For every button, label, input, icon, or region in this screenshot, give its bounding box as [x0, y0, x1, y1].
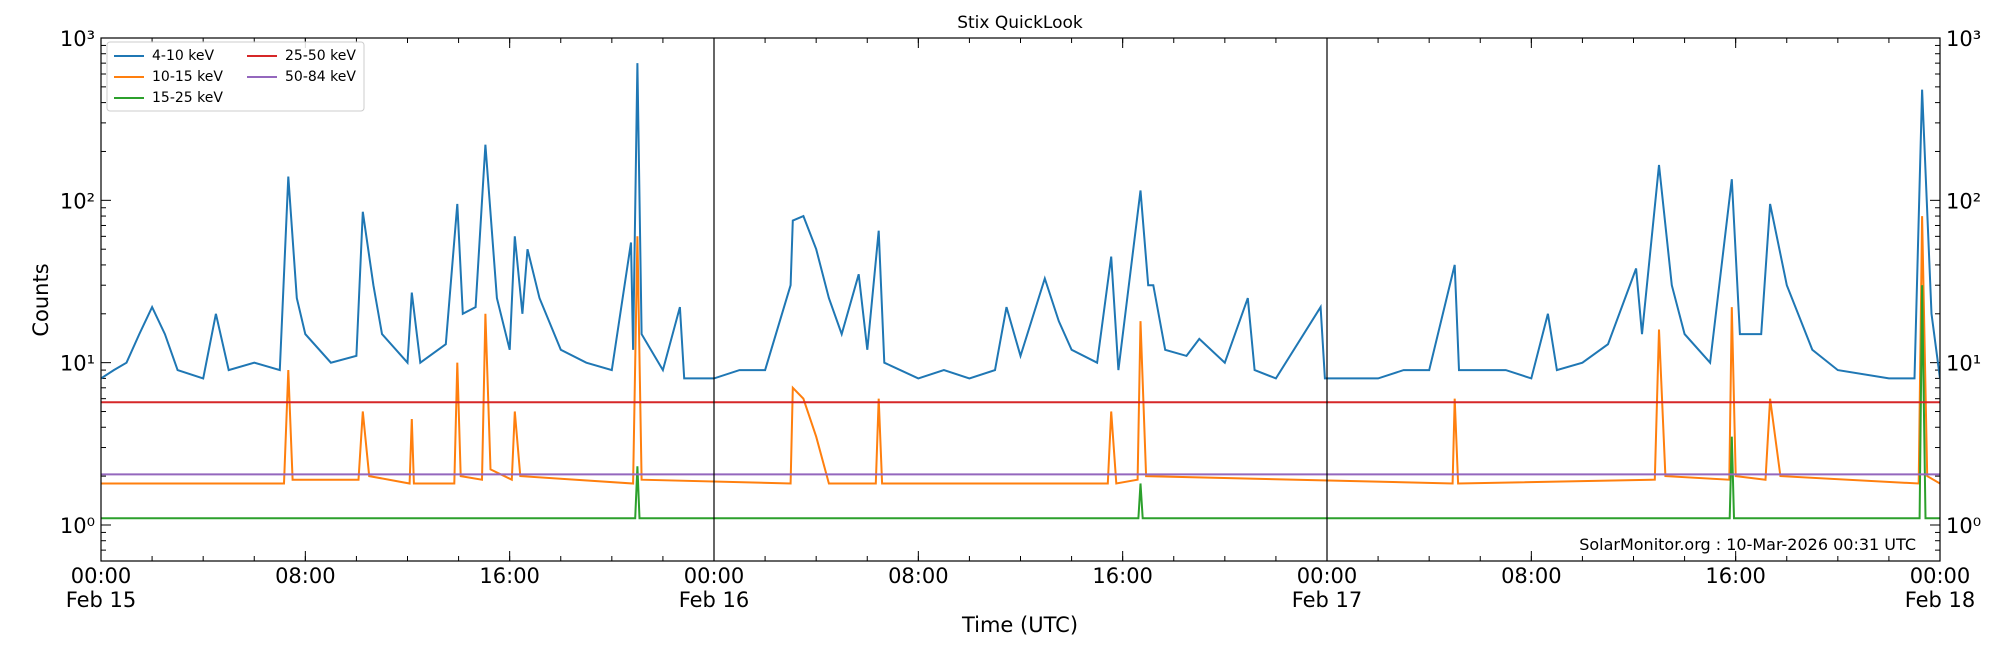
legend-label: 50-84 keV	[285, 69, 356, 85]
y-axis-label: Counts	[29, 263, 53, 336]
y-tick-label: 10¹	[60, 352, 95, 376]
plot-frame	[100, 37, 1941, 562]
y-tick-label-right: 10¹	[1946, 352, 1981, 376]
y-tick-label: 10⁰	[60, 514, 95, 538]
series-line	[101, 63, 1940, 380]
legend-box	[106, 41, 365, 112]
annotation: SolarMonitor.org : 10-Mar-2026 00:31 UTC	[1579, 535, 1916, 554]
x-tick-label: 08:00	[275, 564, 336, 588]
legend-label: 10-15 keV	[152, 69, 223, 85]
x-axis-label: Time (UTC)	[961, 613, 1078, 637]
y-tick-label: 10²	[60, 189, 95, 213]
y-tick-label-right: 10²	[1946, 189, 1981, 213]
x-tick-label: 16:00	[1092, 564, 1153, 588]
y-tick-label-right: 10³	[1946, 27, 1981, 51]
x-tick-label: 08:00	[1501, 564, 1562, 588]
y-tick-label: 10³	[60, 27, 95, 51]
y-tick-label-right: 10⁰	[1946, 514, 1981, 538]
legend-label: 4-10 keV	[152, 48, 214, 64]
legend-label: 25-50 keV	[285, 48, 356, 64]
x-tick-label: 00:00 Feb 16	[679, 564, 750, 612]
legend-label: 15-25 keV	[152, 90, 223, 106]
legend: 4-10 keV 10-15 keV 15-25 keV 25-50 keV 50-84…	[106, 41, 365, 112]
chart-title: Stix QuickLook	[957, 13, 1083, 33]
x-tick-label: 16:00	[1705, 564, 1766, 588]
x-tick-label: 00:00 Feb 15	[66, 564, 137, 612]
x-tick-label: 08:00	[888, 564, 949, 588]
x-tick-label: 16:00	[479, 564, 540, 588]
series-line	[101, 216, 1940, 485]
x-tick-label: 00:00 Feb 18	[1905, 564, 1976, 612]
x-tick-label: 00:00 Feb 17	[1292, 564, 1363, 612]
